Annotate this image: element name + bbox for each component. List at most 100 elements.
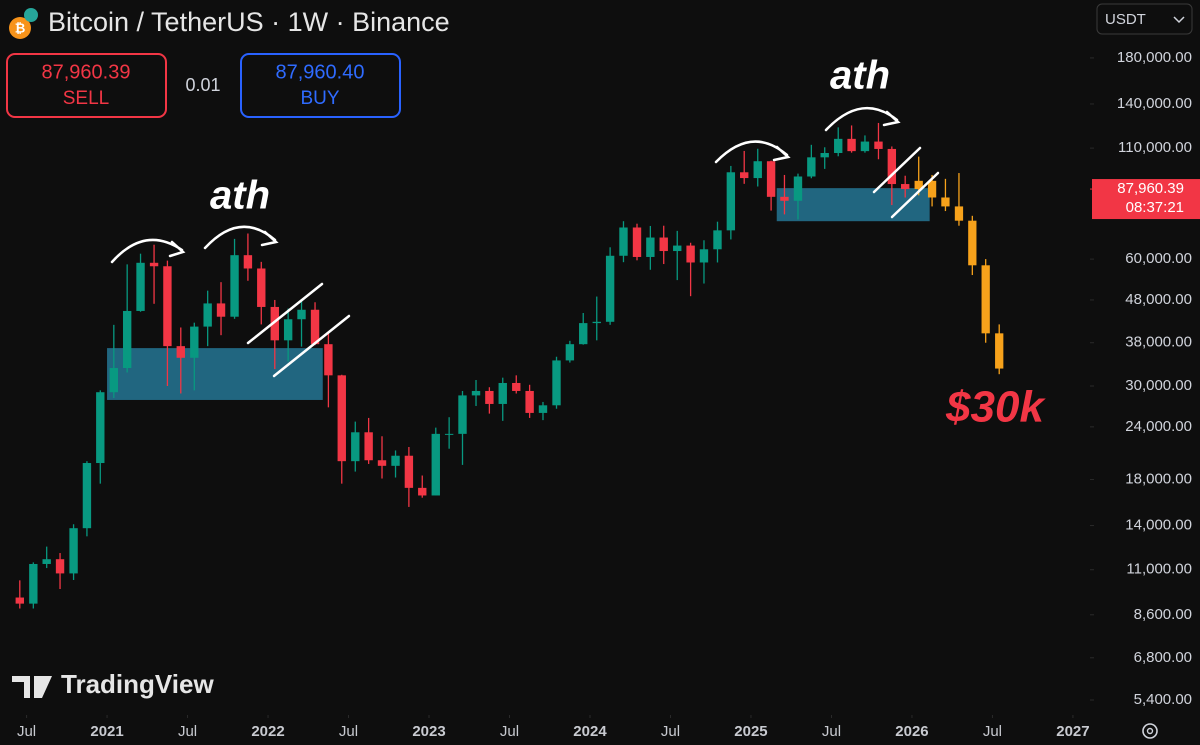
candle-body	[391, 455, 400, 466]
candle-body	[981, 265, 990, 334]
y-tick-label: 110,000.00	[1118, 139, 1192, 156]
candle-body	[740, 172, 749, 179]
x-tick-label: 2024	[573, 723, 607, 740]
candle-body	[673, 245, 682, 252]
candle-body	[176, 346, 185, 358]
candle-body	[364, 432, 373, 461]
candle-body	[699, 249, 709, 263]
y-tick-label: 30,000.00	[1125, 377, 1192, 394]
y-tick-label: 140,000.00	[1117, 95, 1192, 112]
plot-area	[15, 122, 1004, 609]
zone	[107, 348, 323, 400]
candle-body	[753, 161, 762, 179]
candle-body	[15, 597, 24, 604]
candle-body	[190, 326, 199, 358]
x-tick-label: 2026	[895, 723, 928, 740]
y-tick-label: 8,600.00	[1134, 606, 1192, 623]
candle-body	[914, 180, 923, 190]
y-tick-label: 60,000.00	[1125, 250, 1192, 267]
x-tick-label: Jul	[661, 723, 680, 740]
candle-body	[834, 138, 843, 154]
candle-body	[820, 153, 829, 158]
sell-price[interactable]: 87,960.39	[42, 61, 131, 83]
last-price: 87,960.39	[1117, 180, 1184, 197]
candle-body	[538, 405, 548, 413]
x-tick-label: Jul	[500, 723, 519, 740]
y-tick-label: 5,400.00	[1134, 691, 1192, 708]
y-tick-label: 18,000.00	[1125, 471, 1192, 488]
candle-body	[42, 559, 51, 564]
candle-body	[646, 237, 655, 257]
candle-body	[297, 309, 306, 320]
candle-body	[283, 319, 293, 341]
candle-body	[431, 433, 440, 496]
candle-body	[619, 227, 628, 256]
y-tick-label: 180,000.00	[1117, 49, 1192, 66]
sell-button[interactable]	[6, 53, 167, 118]
annotation: $30k	[945, 383, 1046, 432]
x-tick-label: Jul	[17, 723, 36, 740]
candle-body	[525, 390, 534, 413]
candle-body	[565, 344, 575, 361]
candle-body	[874, 141, 883, 149]
settings-icon[interactable]	[1142, 723, 1158, 739]
currency[interactable]: USDT	[1105, 11, 1146, 28]
annotation: ath	[830, 54, 890, 98]
candle-body	[351, 432, 360, 462]
candle-body	[471, 390, 481, 396]
candle-body	[793, 176, 803, 201]
candle-body	[860, 141, 870, 152]
x-tick-label: 2021	[90, 723, 123, 740]
sell-label[interactable]: SELL	[63, 88, 109, 109]
candle-body	[458, 395, 467, 434]
curved-arrow	[714, 140, 791, 164]
candle-body	[324, 344, 333, 376]
currency-dropdown[interactable]	[1096, 3, 1193, 35]
candle-body	[498, 382, 507, 404]
drawings	[110, 106, 940, 378]
candle-body	[404, 455, 414, 488]
buy-label[interactable]: BUY	[300, 88, 339, 109]
candle-body	[847, 138, 856, 152]
annotation: ath	[210, 174, 270, 218]
x-tick-label: Jul	[178, 723, 197, 740]
candle-body	[29, 563, 38, 604]
candle-body	[579, 323, 588, 345]
candle-body	[69, 528, 78, 574]
candle-body	[807, 157, 816, 177]
trend-line	[272, 314, 351, 378]
candle-body	[901, 184, 910, 190]
curved-arrow	[203, 225, 279, 250]
coin-icon	[9, 17, 31, 39]
buy-button[interactable]	[240, 53, 401, 118]
candle-body	[163, 266, 172, 347]
y-tick-label: 48,000.00	[1125, 291, 1192, 308]
trend-line	[890, 171, 940, 219]
candle-body	[243, 255, 253, 269]
brand-logo	[12, 676, 52, 698]
y-tick-label: 14,000.00	[1125, 517, 1192, 534]
candle-body	[444, 433, 454, 435]
candle-body	[512, 382, 521, 391]
coin-symbol: ₿	[15, 20, 26, 35]
buy-price[interactable]: 87,960.40	[276, 61, 365, 83]
x-tick-label: Jul	[822, 723, 841, 740]
candle-body	[203, 303, 212, 327]
candle-body	[927, 180, 937, 198]
last-price-box	[1092, 179, 1200, 220]
candle-body	[377, 460, 387, 466]
candle-body	[337, 375, 346, 462]
candle-body	[109, 368, 119, 393]
trend-line	[246, 282, 324, 345]
candle-body	[216, 303, 226, 317]
x-tick-label: 2025	[734, 723, 767, 740]
last-price-label: 87,960.39 08:37:21	[1090, 179, 1200, 220]
candle-body	[310, 309, 320, 345]
candle-body	[713, 230, 722, 250]
chart-title: Bitcoin / TetherUS · 1W · Binance	[48, 7, 450, 37]
candle-body	[632, 227, 642, 257]
candle-body	[686, 245, 695, 263]
candle-body	[887, 148, 897, 185]
candle-body	[270, 306, 279, 341]
